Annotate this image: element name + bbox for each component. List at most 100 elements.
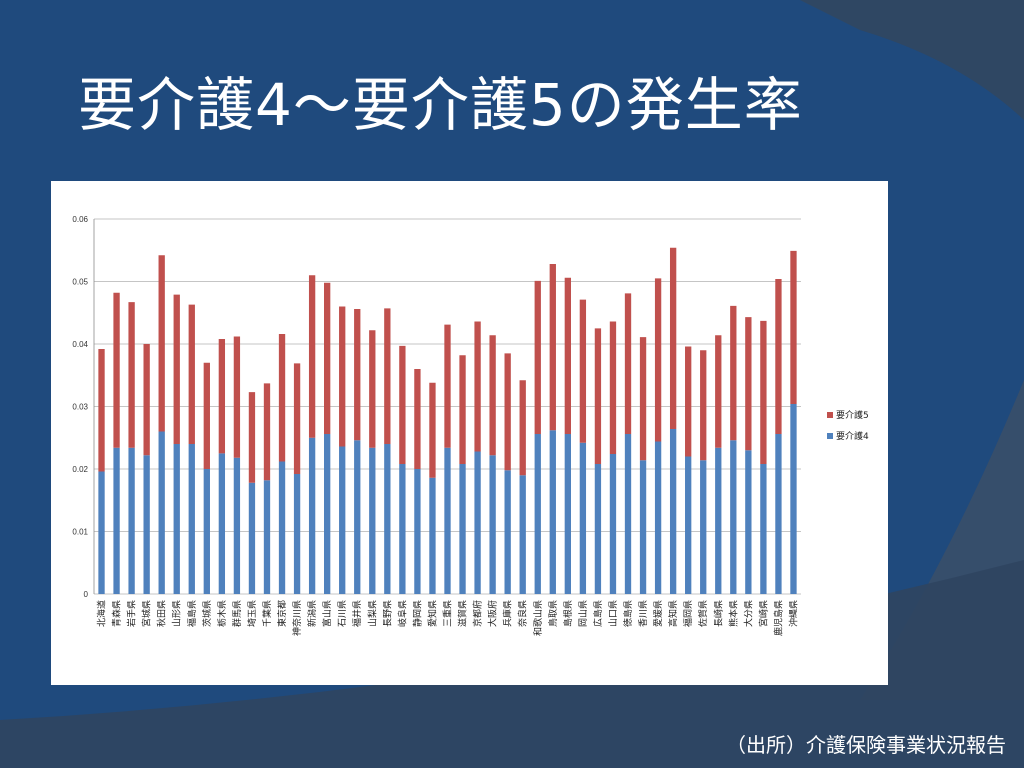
x-tick-label: 鹿児島県 bbox=[772, 600, 784, 636]
bar-kaigo4 bbox=[549, 430, 556, 594]
x-tick-label: 神奈川県 bbox=[291, 600, 303, 636]
x-tick-label: 広島県 bbox=[592, 600, 604, 627]
y-tick-label: 0.06 bbox=[72, 215, 88, 224]
bar-kaigo5 bbox=[384, 308, 391, 444]
bar-kaigo5 bbox=[399, 345, 406, 464]
bar-kaigo4 bbox=[98, 471, 105, 594]
bar-kaigo4 bbox=[218, 453, 226, 594]
bar-kaigo4 bbox=[745, 450, 752, 594]
bar-kaigo4 bbox=[248, 482, 256, 594]
bar-kaigo5 bbox=[233, 336, 241, 458]
bar-kaigo5 bbox=[414, 369, 421, 469]
x-tick-label: 福岡県 bbox=[682, 600, 694, 627]
bar-kaigo4 bbox=[639, 460, 647, 594]
bar-kaigo4 bbox=[233, 457, 241, 594]
x-tick-label: 静岡県 bbox=[411, 600, 423, 627]
x-tick-label: 宮崎県 bbox=[757, 600, 769, 627]
bar-kaigo4 bbox=[534, 434, 541, 594]
bar-kaigo5 bbox=[444, 324, 451, 448]
bar-kaigo4 bbox=[339, 446, 346, 594]
bar-kaigo4 bbox=[399, 464, 406, 594]
x-tick-label: 香川県 bbox=[638, 600, 649, 627]
x-tick-label: 滋賀県 bbox=[457, 600, 469, 627]
bar-kaigo5 bbox=[324, 282, 331, 434]
bar-kaigo4 bbox=[188, 444, 195, 594]
y-tick-label: 0.02 bbox=[72, 465, 88, 474]
bar-kaigo4 bbox=[263, 480, 271, 594]
bar-kaigo5 bbox=[685, 346, 692, 457]
bar-kaigo4 bbox=[173, 444, 180, 594]
x-tick-label: 和歌山県 bbox=[532, 600, 544, 636]
bar-kaigo4 bbox=[444, 447, 451, 594]
bar-kaigo5 bbox=[459, 355, 466, 464]
bar-kaigo5 bbox=[293, 363, 301, 474]
bar-kaigo4 bbox=[790, 404, 797, 594]
y-tick-label: 0.03 bbox=[72, 403, 88, 412]
y-tick-label: 0.01 bbox=[72, 528, 88, 537]
bar-kaigo4 bbox=[715, 447, 722, 594]
x-tick-label: 徳島県 bbox=[622, 600, 634, 627]
x-tick-label: 愛知県 bbox=[426, 600, 438, 627]
slide-title: 要介護4～要介護5の発生率 bbox=[78, 71, 803, 139]
x-tick-label: 富山県 bbox=[321, 600, 333, 627]
bar-kaigo4 bbox=[324, 434, 331, 594]
legend-swatch bbox=[827, 412, 833, 418]
x-tick-label: 石川県 bbox=[337, 600, 348, 627]
bar-kaigo4 bbox=[489, 455, 496, 594]
x-tick-label: 千葉県 bbox=[261, 600, 273, 627]
bar-kaigo4 bbox=[609, 454, 617, 594]
bar-kaigo4 bbox=[504, 470, 511, 594]
bar-kaigo4 bbox=[203, 469, 210, 594]
x-tick-label: 高知県 bbox=[667, 600, 679, 627]
x-tick-label: 佐賀県 bbox=[697, 600, 709, 627]
bar-kaigo4 bbox=[384, 444, 391, 594]
x-tick-label: 鳥取県 bbox=[547, 600, 559, 627]
x-tick-label: 埼玉県 bbox=[246, 600, 258, 627]
bar-kaigo4 bbox=[685, 456, 692, 594]
bar-kaigo5 bbox=[669, 247, 677, 429]
bar-kaigo5 bbox=[594, 328, 602, 464]
bar-kaigo5 bbox=[609, 321, 617, 454]
bar-kaigo5 bbox=[263, 383, 271, 481]
bar-kaigo4 bbox=[113, 447, 120, 594]
bar-kaigo5 bbox=[745, 317, 752, 451]
bar-kaigo5 bbox=[339, 306, 346, 447]
bar-kaigo5 bbox=[639, 337, 647, 461]
x-tick-label: 北海道 bbox=[96, 600, 108, 627]
bar-kaigo4 bbox=[293, 474, 301, 594]
bar-kaigo4 bbox=[519, 475, 526, 594]
bar-kaigo5 bbox=[564, 277, 571, 434]
bar-kaigo5 bbox=[113, 292, 120, 448]
background-swoosh-bottom bbox=[0, 560, 1024, 768]
bar-kaigo4 bbox=[354, 440, 361, 594]
bar-kaigo4 bbox=[414, 469, 421, 594]
x-tick-label: 三重県 bbox=[442, 600, 454, 627]
x-tick-label: 沖縄県 bbox=[787, 600, 799, 627]
bar-kaigo5 bbox=[519, 380, 526, 476]
x-tick-label: 群馬県 bbox=[231, 600, 243, 627]
bar-kaigo5 bbox=[534, 280, 541, 434]
x-tick-label: 長崎県 bbox=[712, 600, 724, 627]
bar-kaigo4 bbox=[429, 477, 436, 594]
bar-kaigo5 bbox=[624, 293, 632, 434]
x-tick-label: 新潟県 bbox=[306, 600, 318, 627]
x-tick-label: 秋田県 bbox=[156, 600, 168, 627]
bar-kaigo4 bbox=[760, 464, 767, 594]
bar-kaigo4 bbox=[369, 447, 376, 594]
bar-kaigo5 bbox=[504, 353, 511, 471]
x-tick-label: 山梨県 bbox=[366, 600, 378, 627]
bar-kaigo5 bbox=[790, 250, 797, 404]
bar-kaigo4 bbox=[654, 441, 662, 594]
bar-kaigo5 bbox=[128, 302, 135, 448]
bar-kaigo4 bbox=[624, 434, 632, 594]
x-tick-label: 岡山県 bbox=[578, 600, 589, 627]
x-tick-label: 熊本県 bbox=[727, 600, 739, 627]
bar-kaigo4 bbox=[775, 434, 782, 594]
x-tick-label: 宮城県 bbox=[141, 600, 153, 627]
bar-kaigo5 bbox=[760, 320, 767, 464]
legend-label: 要介護4 bbox=[836, 430, 869, 442]
stacked-bar-chart: 0 0.01 0.02 0.03 0.04 0.05 0.06 北海道 青森県 岩手県 宮城県 秋田県… bbox=[72, 215, 869, 636]
x-tick-label: 山形県 bbox=[171, 600, 183, 627]
x-tick-label: 島根県 bbox=[562, 600, 574, 627]
x-tick-label: 岩手県 bbox=[126, 600, 138, 627]
